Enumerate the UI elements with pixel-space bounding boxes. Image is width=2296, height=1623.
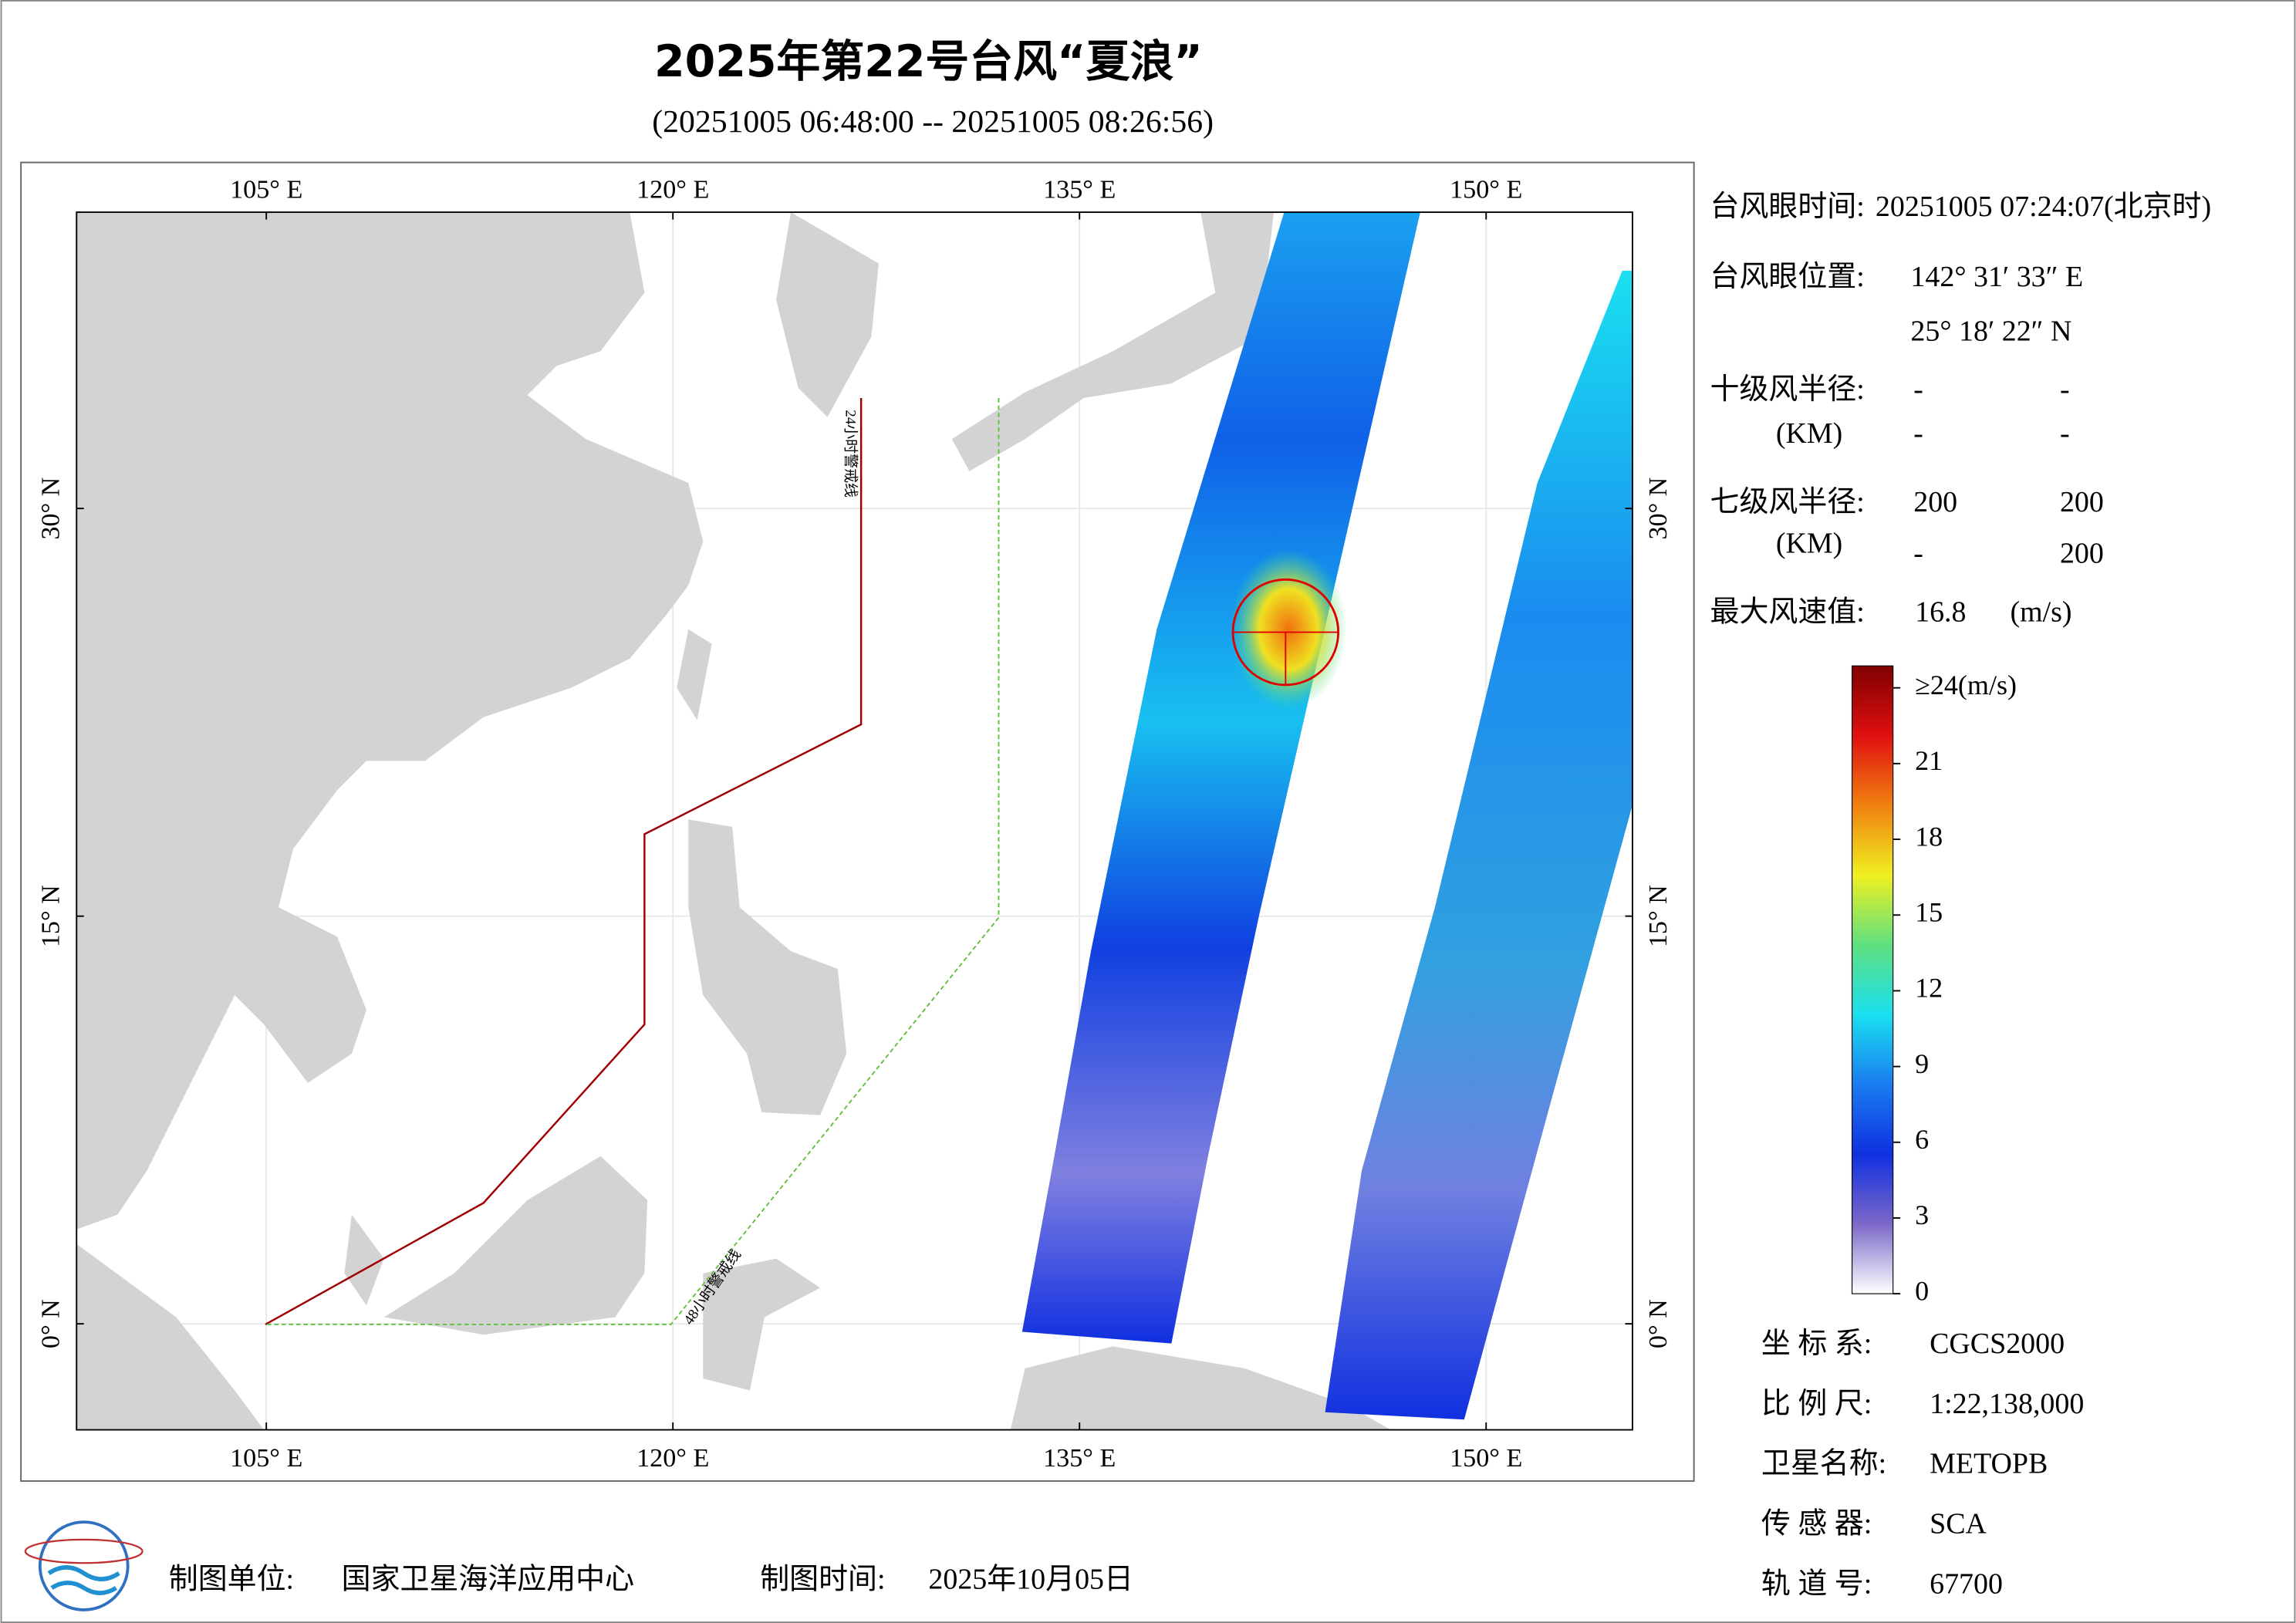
swath xyxy=(1021,212,1420,1344)
meta-label: 卫星名称: xyxy=(1761,1448,1886,1480)
land xyxy=(688,819,847,1115)
title: 2025年第22号台风“夏浪” xyxy=(654,36,1203,87)
warning-label-24h: 24小时警戒线 xyxy=(842,410,859,498)
colorbar-tick-label: 3 xyxy=(1915,1200,1929,1230)
land xyxy=(76,212,704,1230)
colorbar-tick-label: 15 xyxy=(1915,896,1943,927)
info-panel: 台风眼时间: 20251005 07:24:07(北京时) 台风眼位置: 142… xyxy=(1710,191,2212,629)
value: 142° 31′ 33″ E xyxy=(1910,261,2083,293)
y-tick-label: 0° N xyxy=(37,1299,66,1348)
x-tick-label: 105° E xyxy=(230,175,302,204)
land xyxy=(951,212,1275,471)
y-tick-label: 0° N xyxy=(1644,1299,1673,1348)
x-tick-label: 150° E xyxy=(1450,175,1522,204)
warning-line-48h xyxy=(265,398,1000,1325)
subtitle: (20251005 06:48:00 -- 20251005 08:26:56) xyxy=(652,104,1214,140)
radius-value: - xyxy=(1913,373,1923,406)
land xyxy=(1010,1346,1391,1430)
swath xyxy=(1325,270,1633,1420)
radius-value: - xyxy=(1913,417,1923,450)
label: 台风眼时间: xyxy=(1710,191,1865,223)
y-tick-label: 15° N xyxy=(37,885,66,947)
land xyxy=(76,1243,265,1430)
footer-value: 国家卫星海洋应用中心 xyxy=(342,1564,634,1596)
unit: (m/s) xyxy=(2010,596,2071,629)
radius-value: 200 xyxy=(2060,486,2104,518)
footer-value: 2025年10月05日 xyxy=(928,1564,1133,1596)
colorbar-tick-label: ≥24(m/s) xyxy=(1915,670,2017,700)
meta-value: 1:22,138,000 xyxy=(1930,1388,2084,1420)
radius-value: 200 xyxy=(1913,486,1957,518)
meta-label: 比 例 尺: xyxy=(1761,1388,1872,1420)
colorbar-tick-label: 18 xyxy=(1915,821,1943,852)
colorbar-tick-label: 9 xyxy=(1915,1048,1929,1079)
x-tick-label: 105° E xyxy=(230,1444,302,1473)
meta-label: 轨 道 号: xyxy=(1761,1567,1872,1600)
label: 十级风半径: xyxy=(1710,373,1865,406)
radius-value: - xyxy=(1913,538,1923,570)
x-tick-label: 150° E xyxy=(1450,1444,1522,1473)
footer-label: 制图时间: xyxy=(760,1564,885,1596)
colorbar-tick-label: 0 xyxy=(1915,1275,1929,1306)
land xyxy=(703,1258,821,1391)
land xyxy=(677,629,712,720)
land xyxy=(344,1214,384,1306)
colorbar-bar xyxy=(1851,665,1894,1294)
colorbar-tick-label: 6 xyxy=(1915,1124,1929,1155)
value: 25° 18′ 22″ N xyxy=(1910,315,2071,347)
radius-value: - xyxy=(2060,417,2070,450)
logo-waves xyxy=(47,1565,120,1595)
meta-value: METOPB xyxy=(1930,1448,2048,1480)
radius-value: 200 xyxy=(2060,538,2104,570)
high-wind-area xyxy=(1230,548,1348,710)
logo-orbit xyxy=(24,1538,144,1564)
value: 20251005 07:24:07(北京时) xyxy=(1876,191,2211,223)
y-tick-label: 15° N xyxy=(1644,885,1673,947)
radius-value: - xyxy=(2060,373,2070,406)
meta-value: 67700 xyxy=(1930,1567,2003,1600)
logo-ring xyxy=(38,1520,130,1611)
unit: (KM) xyxy=(1776,527,1842,559)
meta-label: 坐 标 系: xyxy=(1761,1328,1872,1360)
x-tick-label: 120° E xyxy=(636,175,709,204)
metadata: 坐 标 系: CGCS2000 比 例 尺: 1:22,138,000 卫星名称: MET… xyxy=(1761,1328,2084,1600)
colorbar: 0 3 6 9 12 15 18 21 ≥24(m/s) xyxy=(1851,665,2017,1306)
warning-line-24h xyxy=(265,398,863,1326)
map-frame xyxy=(20,161,1695,1482)
meta-value: SCA xyxy=(1930,1507,1987,1540)
x-tick-label: 135° E xyxy=(1043,1444,1116,1473)
logo xyxy=(24,1520,144,1611)
x-tick-label: 120° E xyxy=(636,1444,709,1473)
y-tick-label: 30° N xyxy=(1644,477,1673,540)
map-border xyxy=(76,211,1633,1431)
land xyxy=(776,212,879,417)
map: 24小时警戒线 48小时警戒线 xyxy=(76,211,1633,1431)
value: 16.8 xyxy=(1915,596,1966,629)
footer-label: 制图单位: xyxy=(169,1564,294,1596)
colorbar-tick-label: 21 xyxy=(1915,745,1943,776)
meta-label: 传 感 器: xyxy=(1761,1507,1872,1540)
label: 七级风半径: xyxy=(1710,486,1865,518)
meta-value: CGCS2000 xyxy=(1930,1328,2065,1360)
y-tick-label: 30° N xyxy=(37,477,66,540)
x-tick-label: 135° E xyxy=(1043,175,1116,204)
label: 最大风速值: xyxy=(1710,596,1865,629)
unit: (KM) xyxy=(1776,417,1842,450)
land xyxy=(383,1156,648,1335)
colorbar-tick-label: 12 xyxy=(1915,973,1943,1004)
label: 台风眼位置: xyxy=(1710,261,1865,293)
